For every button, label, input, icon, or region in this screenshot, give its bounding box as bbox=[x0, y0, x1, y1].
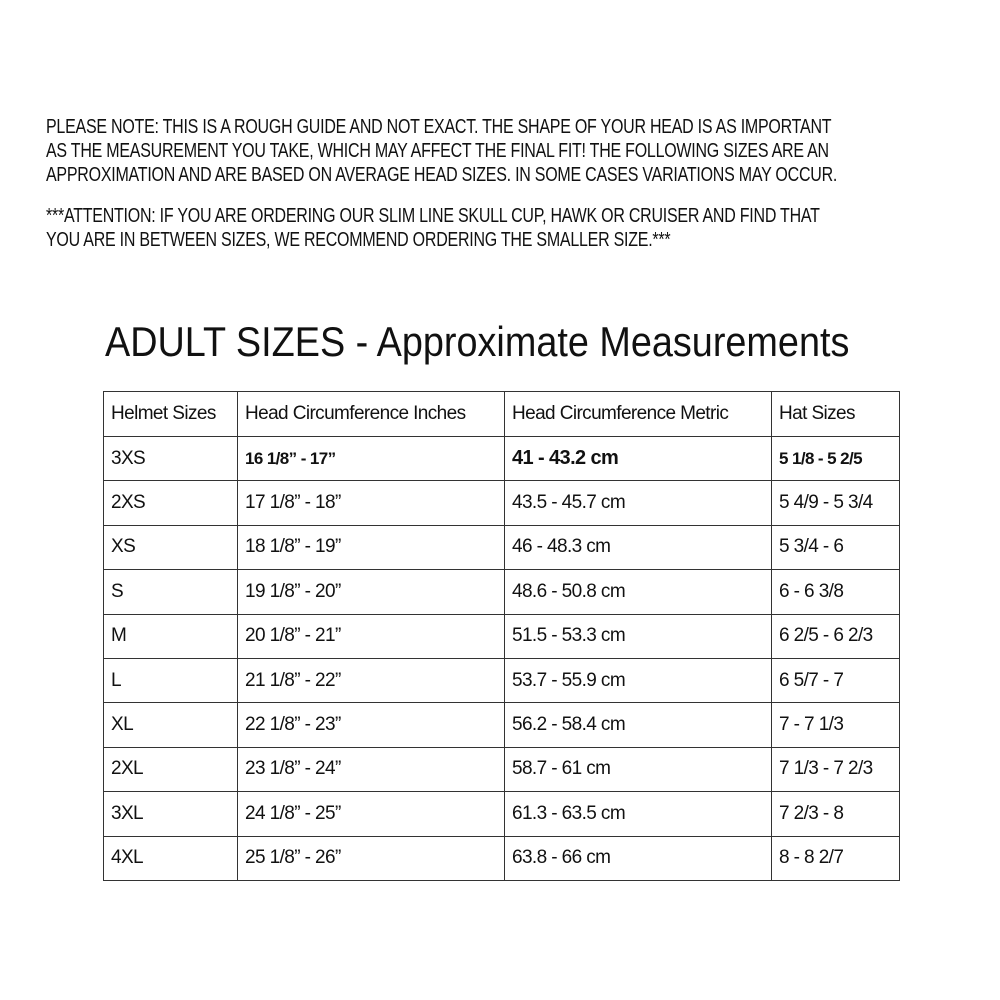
table-row: 2XS 17 1/8” - 18” 43.5 - 45.7 cm 5 4/9 - 5 … bbox=[103, 480, 900, 526]
table-row: XL 22 1/8” - 23” 56.2 - 58.4 cm 7 - 7 1/3 bbox=[103, 702, 900, 748]
table-row: 3XL 24 1/8” - 25” 61.3 - 63.5 cm 7 2/3 - 8 bbox=[103, 791, 900, 837]
metric-cell: 63.8 - 66 cm bbox=[504, 835, 772, 881]
table-row: S 19 1/8” - 20” 48.6 - 50.8 cm 6 - 6 3/8 bbox=[103, 569, 900, 615]
header-inches: Head Circumference Inches bbox=[237, 391, 505, 437]
helmet-size-cell: XS bbox=[103, 524, 238, 571]
hat-size-cell: 8 - 8 2/7 bbox=[771, 835, 900, 881]
inches-cell: 23 1/8” - 24” bbox=[237, 746, 505, 793]
hat-size-cell: 5 4/9 - 5 3/4 bbox=[771, 480, 900, 526]
table-row: 4XL 25 1/8” - 26” 63.8 - 66 cm 8 - 8 2/7 bbox=[103, 835, 900, 881]
hat-size-cell: 5 1/8 - 5 2/5 bbox=[771, 435, 900, 482]
helmet-size-cell: S bbox=[103, 569, 238, 615]
table-row: L 21 1/8” - 22” 53.7 - 55.9 cm 6 5/7 - 7 bbox=[103, 657, 900, 704]
hat-size-cell: 6 - 6 3/8 bbox=[771, 569, 900, 615]
header-helmet-sizes: Helmet Sizes bbox=[103, 391, 238, 437]
inches-cell: 21 1/8” - 22” bbox=[237, 657, 505, 704]
table-header-row: Helmet Sizes Head Circumference Inches H… bbox=[103, 391, 900, 437]
header-metric: Head Circumference Metric bbox=[504, 391, 772, 437]
hat-size-cell: 5 3/4 - 6 bbox=[771, 524, 900, 571]
metric-cell: 46 - 48.3 cm bbox=[504, 524, 772, 571]
metric-cell: 58.7 - 61 cm bbox=[504, 746, 772, 793]
helmet-size-cell: 2XS bbox=[103, 480, 238, 526]
table-row: 3XS 16 1/8” - 17” 41 - 43.2 cm 5 1/8 - 5 2/… bbox=[103, 435, 900, 482]
helmet-size-cell: 3XS bbox=[103, 435, 238, 482]
helmet-size-cell: 4XL bbox=[103, 835, 238, 881]
inches-cell: 17 1/8” - 18” bbox=[237, 480, 505, 526]
inches-cell: 20 1/8” - 21” bbox=[237, 613, 505, 659]
metric-cell: 43.5 - 45.7 cm bbox=[504, 480, 772, 526]
header-hat-sizes: Hat Sizes bbox=[771, 391, 900, 437]
helmet-size-cell: L bbox=[103, 657, 238, 704]
helmet-size-cell: XL bbox=[103, 702, 238, 748]
attention-line: ***ATTENTION: IF YOU ARE ORDERING OUR SL… bbox=[46, 205, 820, 227]
metric-cell: 56.2 - 58.4 cm bbox=[504, 702, 772, 748]
hat-size-cell: 6 5/7 - 7 bbox=[771, 657, 900, 704]
notice-line: PLEASE NOTE: THIS IS A ROUGH GUIDE AND N… bbox=[46, 116, 832, 138]
inches-cell: 24 1/8” - 25” bbox=[237, 791, 505, 837]
helmet-size-cell: 3XL bbox=[103, 791, 238, 837]
metric-cell: 41 - 43.2 cm bbox=[504, 435, 772, 482]
inches-cell: 25 1/8” - 26” bbox=[237, 835, 505, 881]
inches-cell: 22 1/8” - 23” bbox=[237, 702, 505, 748]
notice-line: AS THE MEASUREMENT YOU TAKE, WHICH MAY A… bbox=[46, 140, 829, 162]
hat-size-cell: 7 1/3 - 7 2/3 bbox=[771, 746, 900, 793]
helmet-size-cell: 2XL bbox=[103, 746, 238, 793]
table-row: M 20 1/8” - 21” 51.5 - 53.3 cm 6 2/5 - 6 2/… bbox=[103, 613, 900, 659]
inches-cell: 19 1/8” - 20” bbox=[237, 569, 505, 615]
metric-cell: 61.3 - 63.5 cm bbox=[504, 791, 772, 837]
page-title: ADULT SIZES - Approximate Measurements bbox=[105, 318, 850, 365]
hat-size-cell: 6 2/5 - 6 2/3 bbox=[771, 613, 900, 659]
size-table: Helmet Sizes Head Circumference Inches H… bbox=[103, 391, 900, 881]
attention-line: YOU ARE IN BETWEEN SIZES, WE RECOMMEND O… bbox=[46, 229, 671, 251]
inches-cell: 18 1/8” - 19” bbox=[237, 524, 505, 571]
table-row: 2XL 23 1/8” - 24” 58.7 - 61 cm 7 1/3 - 7 2/… bbox=[103, 746, 900, 793]
metric-cell: 53.7 - 55.9 cm bbox=[504, 657, 772, 704]
hat-size-cell: 7 2/3 - 8 bbox=[771, 791, 900, 837]
inches-cell: 16 1/8” - 17” bbox=[237, 435, 505, 482]
metric-cell: 48.6 - 50.8 cm bbox=[504, 569, 772, 615]
table-row: XS 18 1/8” - 19” 46 - 48.3 cm 5 3/4 - 6 bbox=[103, 524, 900, 571]
notice-line: APPROXIMATION AND ARE BASED ON AVERAGE H… bbox=[46, 164, 838, 186]
helmet-size-cell: M bbox=[103, 613, 238, 659]
metric-cell: 51.5 - 53.3 cm bbox=[504, 613, 772, 659]
hat-size-cell: 7 - 7 1/3 bbox=[771, 702, 900, 748]
